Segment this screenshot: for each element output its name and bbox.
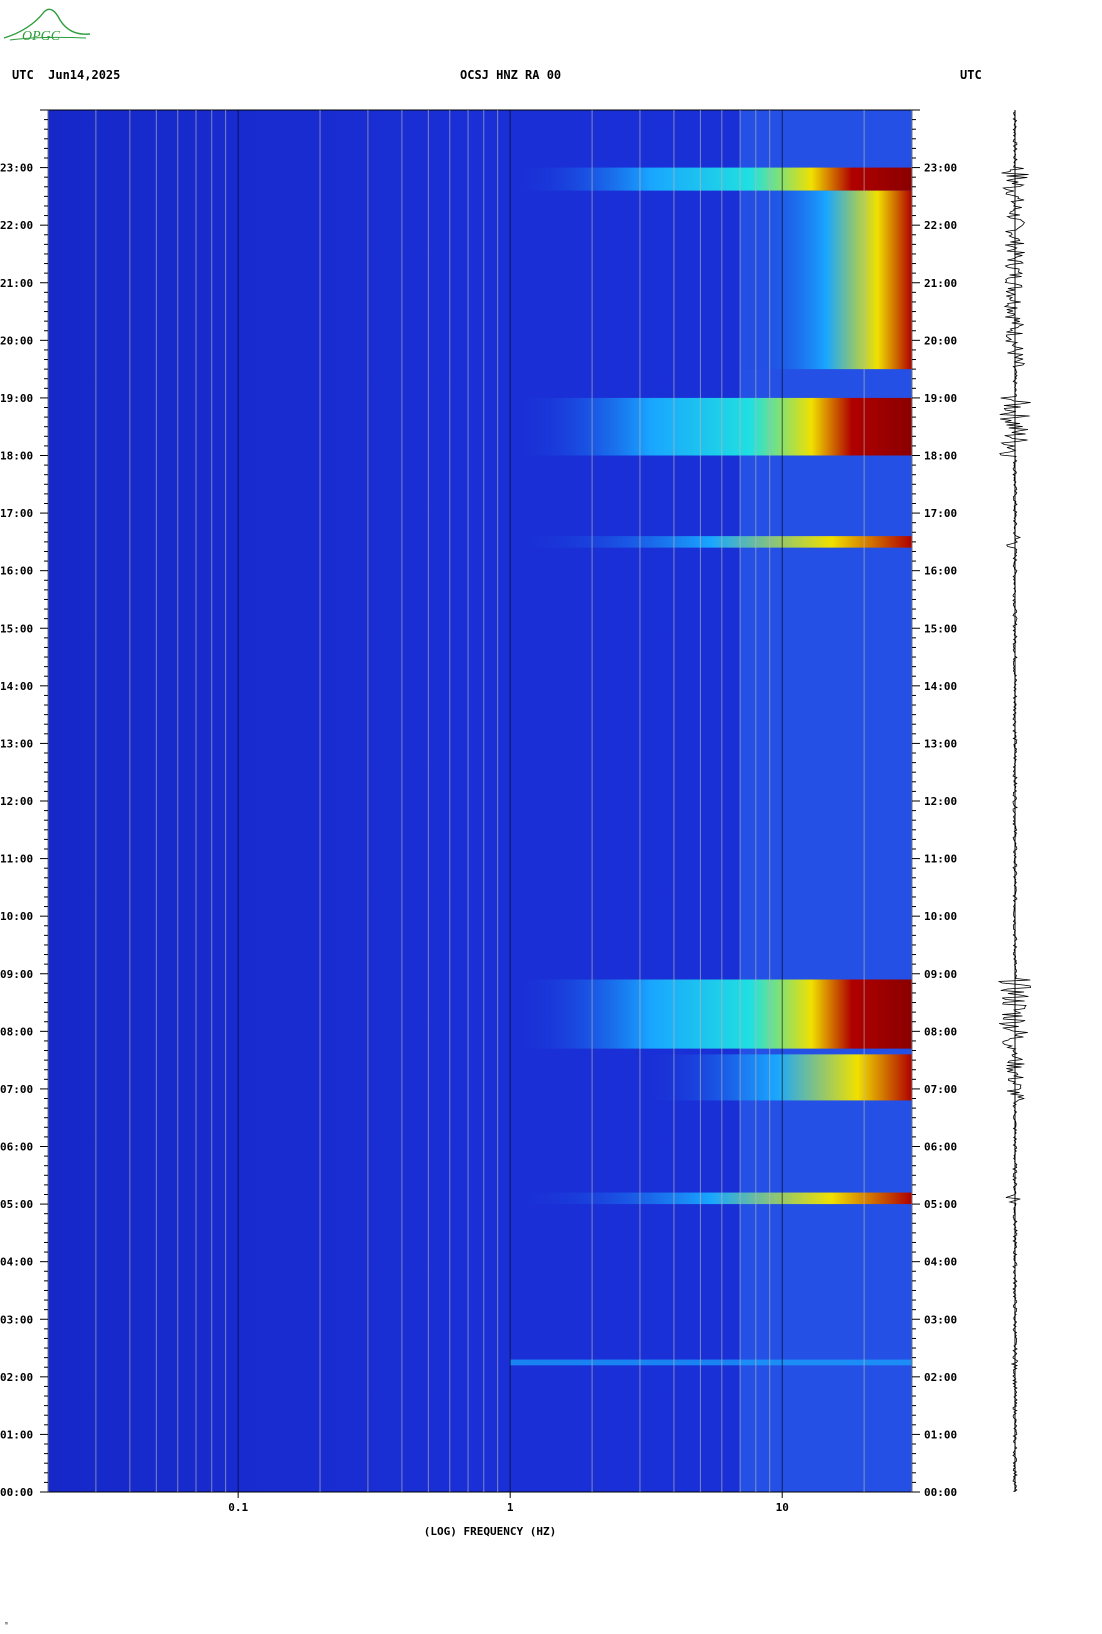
energy-band-7 xyxy=(510,1359,912,1366)
y-tick-label-right-0: 00:00 xyxy=(924,1486,957,1499)
y-tick-label-right-4: 04:00 xyxy=(924,1256,957,1269)
y-tick-label-right-1: 01:00 xyxy=(924,1428,957,1441)
x-tick-label-1: 1 xyxy=(507,1501,514,1514)
y-tick-label-right-21: 21:00 xyxy=(924,277,957,290)
y-tick-label-left-18: 18:00 xyxy=(0,450,33,463)
y-tick-label-left-6: 06:00 xyxy=(0,1141,33,1154)
energy-band-4 xyxy=(639,1054,912,1101)
energy-band-0 xyxy=(510,397,912,456)
seismogram-trace xyxy=(997,109,1031,1492)
y-tick-label-left-2: 02:00 xyxy=(0,1371,33,1384)
y-tick-label-right-14: 14:00 xyxy=(924,680,957,693)
y-tick-label-right-11: 11:00 xyxy=(924,853,957,866)
y-tick-label-right-10: 10:00 xyxy=(924,910,957,923)
y-tick-label-left-17: 17:00 xyxy=(0,507,33,520)
y-tick-label-left-3: 03:00 xyxy=(0,1313,33,1326)
y-tick-label-right-7: 07:00 xyxy=(924,1083,957,1096)
y-tick-label-left-19: 19:00 xyxy=(0,392,33,405)
y-tick-label-left-4: 04:00 xyxy=(0,1256,33,1269)
y-tick-label-left-12: 12:00 xyxy=(0,795,33,808)
y-tick-label-right-13: 13:00 xyxy=(924,737,957,750)
y-tick-label-right-12: 12:00 xyxy=(924,795,957,808)
y-tick-label-right-17: 17:00 xyxy=(924,507,957,520)
y-axis-right: 00:00 01:00 02:00 03:00 04:00 05:00 06:00 07:00… xyxy=(912,109,957,1499)
y-tick-label-right-6: 06:00 xyxy=(924,1141,957,1154)
y-tick-label-left-22: 22:00 xyxy=(0,219,33,232)
y-tick-label-left-8: 08:00 xyxy=(0,1025,33,1038)
x-axis: 0.1 1 10 xyxy=(228,1492,789,1514)
y-tick-label-left-20: 20:00 xyxy=(0,334,33,347)
footnote-mark: ᵐ xyxy=(4,1620,9,1629)
energy-band-2 xyxy=(510,167,912,191)
y-tick-label-left-13: 13:00 xyxy=(0,737,33,750)
y-tick-label-left-23: 23:00 xyxy=(0,162,33,175)
opgc-logo: OPGC xyxy=(3,8,91,44)
y-tick-label-left-1: 01:00 xyxy=(0,1428,33,1441)
y-tick-label-left-0: 00:00 xyxy=(0,1486,33,1499)
y-tick-label-left-10: 10:00 xyxy=(0,910,33,923)
y-tick-label-right-18: 18:00 xyxy=(924,450,957,463)
logo-text: OPGC xyxy=(22,29,61,44)
y-axis-left: 00:00 01:00 02:00 03:00 04:00 05:00 06:00 07:00… xyxy=(0,109,48,1499)
y-tick-label-left-14: 14:00 xyxy=(0,680,33,693)
y-tick-label-right-9: 09:00 xyxy=(924,968,957,981)
y-tick-label-left-9: 09:00 xyxy=(0,968,33,981)
energy-band-1 xyxy=(510,979,912,1049)
header-left: UTC Jun14,2025 xyxy=(12,68,121,82)
y-tick-label-right-20: 20:00 xyxy=(924,334,957,347)
y-tick-label-right-23: 23:00 xyxy=(924,162,957,175)
x-tick-label-0: 0.1 xyxy=(228,1501,248,1514)
y-tick-label-right-16: 16:00 xyxy=(924,565,957,578)
y-tick-label-right-5: 05:00 xyxy=(924,1198,957,1211)
y-tick-label-left-21: 21:00 xyxy=(0,277,33,290)
spectrogram-plot-area xyxy=(47,109,913,1493)
x-tick-label-2: 10 xyxy=(776,1501,789,1514)
y-tick-label-right-3: 03:00 xyxy=(924,1313,957,1326)
y-tick-label-right-8: 08:00 xyxy=(924,1025,957,1038)
y-tick-label-right-2: 02:00 xyxy=(924,1371,957,1384)
energy-band-5 xyxy=(740,190,912,370)
y-tick-label-left-16: 16:00 xyxy=(0,565,33,578)
y-tick-label-left-15: 15:00 xyxy=(0,622,33,635)
y-tick-label-left-5: 05:00 xyxy=(0,1198,33,1211)
y-tick-label-right-19: 19:00 xyxy=(924,392,957,405)
header-station: OCSJ HNZ RA 00 xyxy=(460,68,562,82)
energy-band-3 xyxy=(510,536,912,548)
y-tick-label-right-22: 22:00 xyxy=(924,219,957,232)
y-tick-label-left-7: 07:00 xyxy=(0,1083,33,1096)
x-axis-label: (LOG) FREQUENCY (HZ) xyxy=(424,1525,556,1538)
header-right: UTC xyxy=(960,68,982,82)
seismogram-waveform xyxy=(997,109,1031,1492)
y-tick-label-left-11: 11:00 xyxy=(0,853,33,866)
y-tick-label-right-15: 15:00 xyxy=(924,622,957,635)
energy-band-6 xyxy=(510,1192,912,1205)
